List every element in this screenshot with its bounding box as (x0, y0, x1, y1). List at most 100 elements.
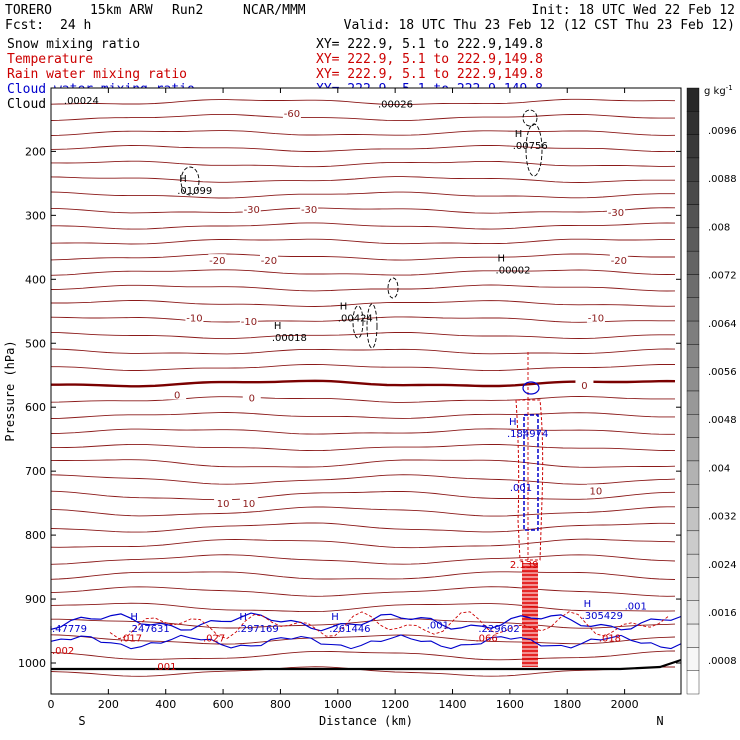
y-tick-label: 400 (25, 273, 46, 286)
temperature-label: -20 (611, 256, 627, 267)
header-model: TORERO (5, 3, 52, 18)
temperature-label: 0 (581, 381, 587, 392)
colorbar-label: .0088 (708, 174, 737, 185)
colorbar-swatch (686, 204, 700, 229)
x-axis: 0 200 400 600 800 1000 1200 1400 1600 1800 2000 (48, 88, 639, 711)
temperature-isoline (50, 253, 675, 261)
hydrometeor-contours (50, 109, 682, 667)
x-tick-label: 1600 (496, 698, 524, 711)
temperature-labels: -60 -30 -30 -30 -20 -20 -20 -10 -10 -10 0 0 0 10 10 10 (168, 107, 628, 510)
colorbar-swatch (686, 484, 700, 508)
temperature-label: 10 (590, 486, 603, 497)
colorbar-swatch (686, 460, 700, 485)
temperature-label-bg (609, 254, 628, 266)
field-name: Snow mixing ratio (7, 37, 140, 52)
temperature-isoline (50, 634, 676, 645)
temperature-label-bg (168, 388, 187, 400)
temperature-label-bg (606, 206, 625, 218)
colorbar: .0096 .0088 .008 .0072 .0064 .0056 .0048 .004 .0… (686, 87, 737, 695)
temperature-isoline (50, 554, 676, 565)
colorbar-label: .0096 (708, 126, 737, 137)
x-tick-label: 600 (213, 698, 234, 711)
x-tick-label: 400 (155, 698, 176, 711)
x-tick-label: 200 (98, 698, 119, 711)
colorbar-swatch (686, 553, 700, 578)
colorbar-swatch (686, 274, 700, 298)
y-axis-title: Pressure (hPa) (3, 340, 17, 441)
colorbar-swatch (686, 344, 700, 368)
colorbar-swatch (686, 157, 700, 182)
x-tick-label: 1000 (324, 698, 352, 711)
extremum-value: .018 (599, 633, 621, 644)
colorbar-swatch (686, 134, 700, 159)
colorbar-label: .004 (708, 463, 730, 474)
temperature-label: -10 (241, 317, 257, 328)
y-tick-label: 600 (25, 401, 46, 414)
extremum-value: .066 (475, 633, 497, 644)
extremum-h-marker: H (498, 254, 506, 265)
temperature-isoline (51, 300, 676, 307)
extremum-value: .261446 (329, 624, 370, 635)
extremum-value: .002 (52, 646, 74, 657)
colorbar-unit-exp: -1 (726, 84, 733, 92)
temperature-label: 0 (174, 390, 180, 401)
header-init: Init: 18 UTC Wed 22 Feb 12 (532, 3, 736, 18)
temperature-isoline (51, 363, 676, 372)
colorbar-label: .008 (708, 222, 730, 233)
field-xy: XY= 222.9, 5.1 to 222.9,149.8 (316, 67, 543, 82)
cloud-water-cell (522, 381, 540, 395)
colorbar-label: .0016 (708, 608, 737, 619)
y-tick-label: 800 (25, 529, 46, 542)
temperature-isoline (50, 348, 676, 355)
extremum-value: .247631 (128, 624, 169, 635)
colorbar-swatch (686, 670, 700, 695)
extremum-h-marker: H (130, 612, 138, 623)
ice-contour (522, 109, 538, 127)
temperature-label: -30 (301, 205, 317, 216)
extremum-value: .027 (203, 633, 225, 644)
colorbar-label: .0072 (708, 271, 737, 282)
extremum-value: .297169 (237, 624, 278, 635)
extremum-value: .001 (510, 483, 532, 494)
extremum-value: .305429 (582, 611, 623, 622)
rain-outline (515, 399, 544, 561)
temperature-isoline (50, 650, 676, 661)
temperature-isoline (50, 98, 676, 106)
x-tick-label: 1200 (381, 698, 409, 711)
temperature-label-bg (185, 311, 204, 323)
temperature-label: -20 (209, 256, 225, 267)
colorbar-swatch (686, 227, 700, 252)
colorbar-label: .0032 (708, 512, 737, 523)
colorbar-swatch (686, 111, 700, 135)
temperature-label-bg (214, 497, 233, 509)
field-xy: XY= 222.9, 5.1 to 222.9,149.8 (316, 52, 543, 67)
terrain-line (51, 658, 682, 671)
extremum-h-marker: H (515, 129, 523, 140)
temperature-label: 0 (249, 394, 255, 405)
temperature-label: -30 (608, 208, 624, 219)
temperature-isoline (50, 176, 675, 183)
extremum-value: .017 (120, 633, 142, 644)
temperature-isoline (50, 269, 676, 276)
temperature-label-bg (300, 202, 319, 214)
temperature-contours (50, 98, 682, 677)
field-name: Rain water mixing ratio (7, 67, 187, 82)
temperature-label-bg (208, 254, 227, 266)
temperature-isoline (50, 474, 676, 485)
temperature-label-bg (242, 202, 261, 214)
temperature-isoline (51, 222, 676, 230)
colorbar-swatch (686, 647, 700, 671)
colorbar-swatch (686, 623, 700, 648)
temperature-label-bg (586, 311, 605, 323)
colorbar-swatch (686, 181, 700, 205)
field-xy: XY= 222.9, 5.1 to 222.9,149.8 (316, 37, 543, 52)
colorbar-label: .0056 (708, 367, 737, 378)
extremum-value: .184974 (507, 429, 548, 440)
temperature-isoline (50, 490, 676, 501)
colorbar-label: .0064 (708, 319, 737, 330)
extremum-value: .229602 (478, 624, 519, 635)
header-run: Run2 (172, 3, 203, 18)
ice-contour (366, 303, 378, 349)
cloud-water-band (50, 612, 682, 632)
